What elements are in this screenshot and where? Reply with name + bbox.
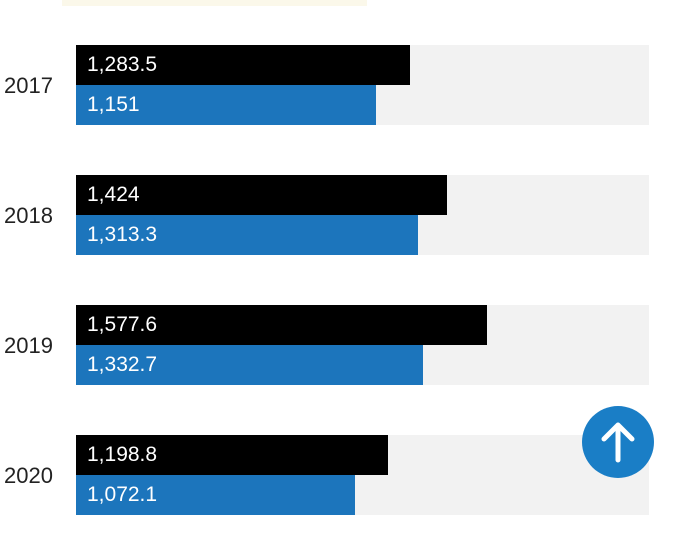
category-label: 2018 <box>4 203 53 228</box>
chart-row-2018: 2018 1,424 1,313.3 <box>0 175 686 255</box>
data-label: 1,332.7 <box>87 353 158 376</box>
chart-row-2020: 2020 1,198.8 1,072.1 <box>0 435 686 515</box>
bar-series-2 <box>76 345 423 385</box>
category-label: 2017 <box>4 73 53 98</box>
previous-row-stub <box>62 0 367 6</box>
data-label: 1,072.1 <box>87 483 158 506</box>
data-label: 1,198.8 <box>87 443 158 466</box>
data-label: 1,283.5 <box>87 53 158 76</box>
bar-series-1 <box>76 175 447 215</box>
bar-series-1 <box>76 45 410 85</box>
data-label: 1,313.3 <box>87 223 158 246</box>
chart-row-2019: 2019 1,577.6 1,332.7 <box>0 305 686 385</box>
data-label: 1,151 <box>87 93 140 116</box>
arrow-up-icon <box>582 406 654 478</box>
data-label: 1,424 <box>87 183 140 206</box>
bar-series-2 <box>76 85 376 125</box>
scroll-to-top-button[interactable] <box>582 406 654 478</box>
category-label: 2019 <box>4 333 53 358</box>
bar-series-2 <box>76 215 418 255</box>
bar-series-1 <box>76 305 487 345</box>
chart-row-2017: 2017 1,283.5 1,151 <box>0 45 686 125</box>
bar-series-2 <box>76 475 355 515</box>
bar-series-1 <box>76 435 388 475</box>
data-label: 1,577.6 <box>87 313 158 336</box>
category-label: 2020 <box>4 463 53 488</box>
